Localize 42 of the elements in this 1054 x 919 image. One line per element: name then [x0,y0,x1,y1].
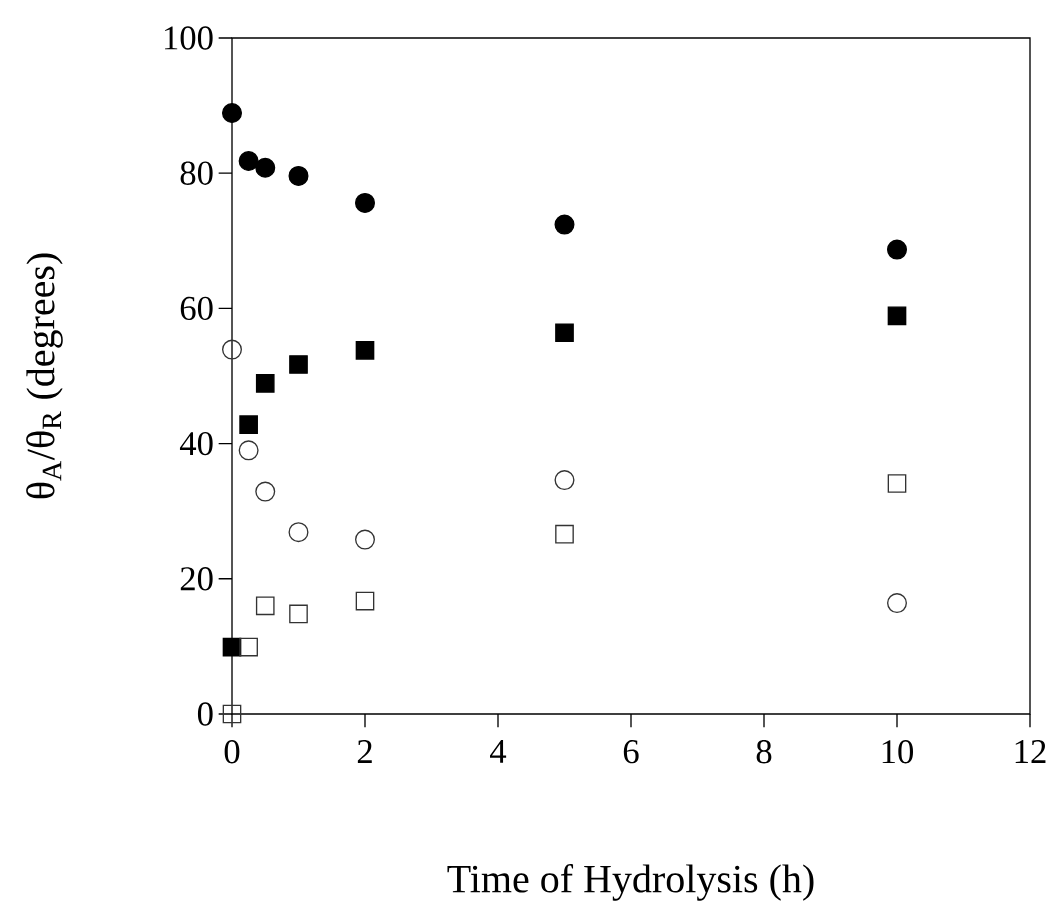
point [222,103,242,124]
y-tick-label: 80 [180,161,213,185]
point [887,239,907,260]
x-axis-title: Time of Hydrolysis (h) [447,864,814,901]
point [887,474,907,493]
point [554,470,575,491]
point [289,604,308,624]
point [554,214,575,235]
x-tick-label: 0 [224,740,240,764]
point [238,440,259,461]
point [355,192,376,213]
y-tick-label: 20 [180,567,213,591]
point [222,704,242,724]
x-tick-label: 2 [357,740,372,763]
point [355,591,375,611]
point [255,481,276,502]
point [255,596,275,616]
point [887,593,907,614]
point [288,522,309,543]
point [255,374,275,393]
point [355,529,376,550]
y-axis-title: θ$_{A}$/θ$_{R}$ (degrees) [26,253,63,499]
point [239,415,258,434]
point [555,323,574,343]
x-tick-label: 8 [756,740,772,764]
x-tick-label: 10 [882,740,914,764]
y-tick-label: 40 [179,431,213,456]
point [555,524,574,544]
point [289,355,308,374]
point [887,306,907,326]
point [255,157,276,178]
point [355,340,375,360]
point [239,637,258,657]
y-tick-label: 60 [180,296,213,321]
x-tick-label: 6 [623,740,639,764]
point [238,151,259,172]
x-tick-label: 4 [490,740,507,763]
point [288,165,309,186]
y-tick-label: 0 [197,702,213,726]
point [222,339,242,360]
y-tick-label: 100 [165,26,213,50]
x-tick-label: 12 [1015,740,1046,763]
